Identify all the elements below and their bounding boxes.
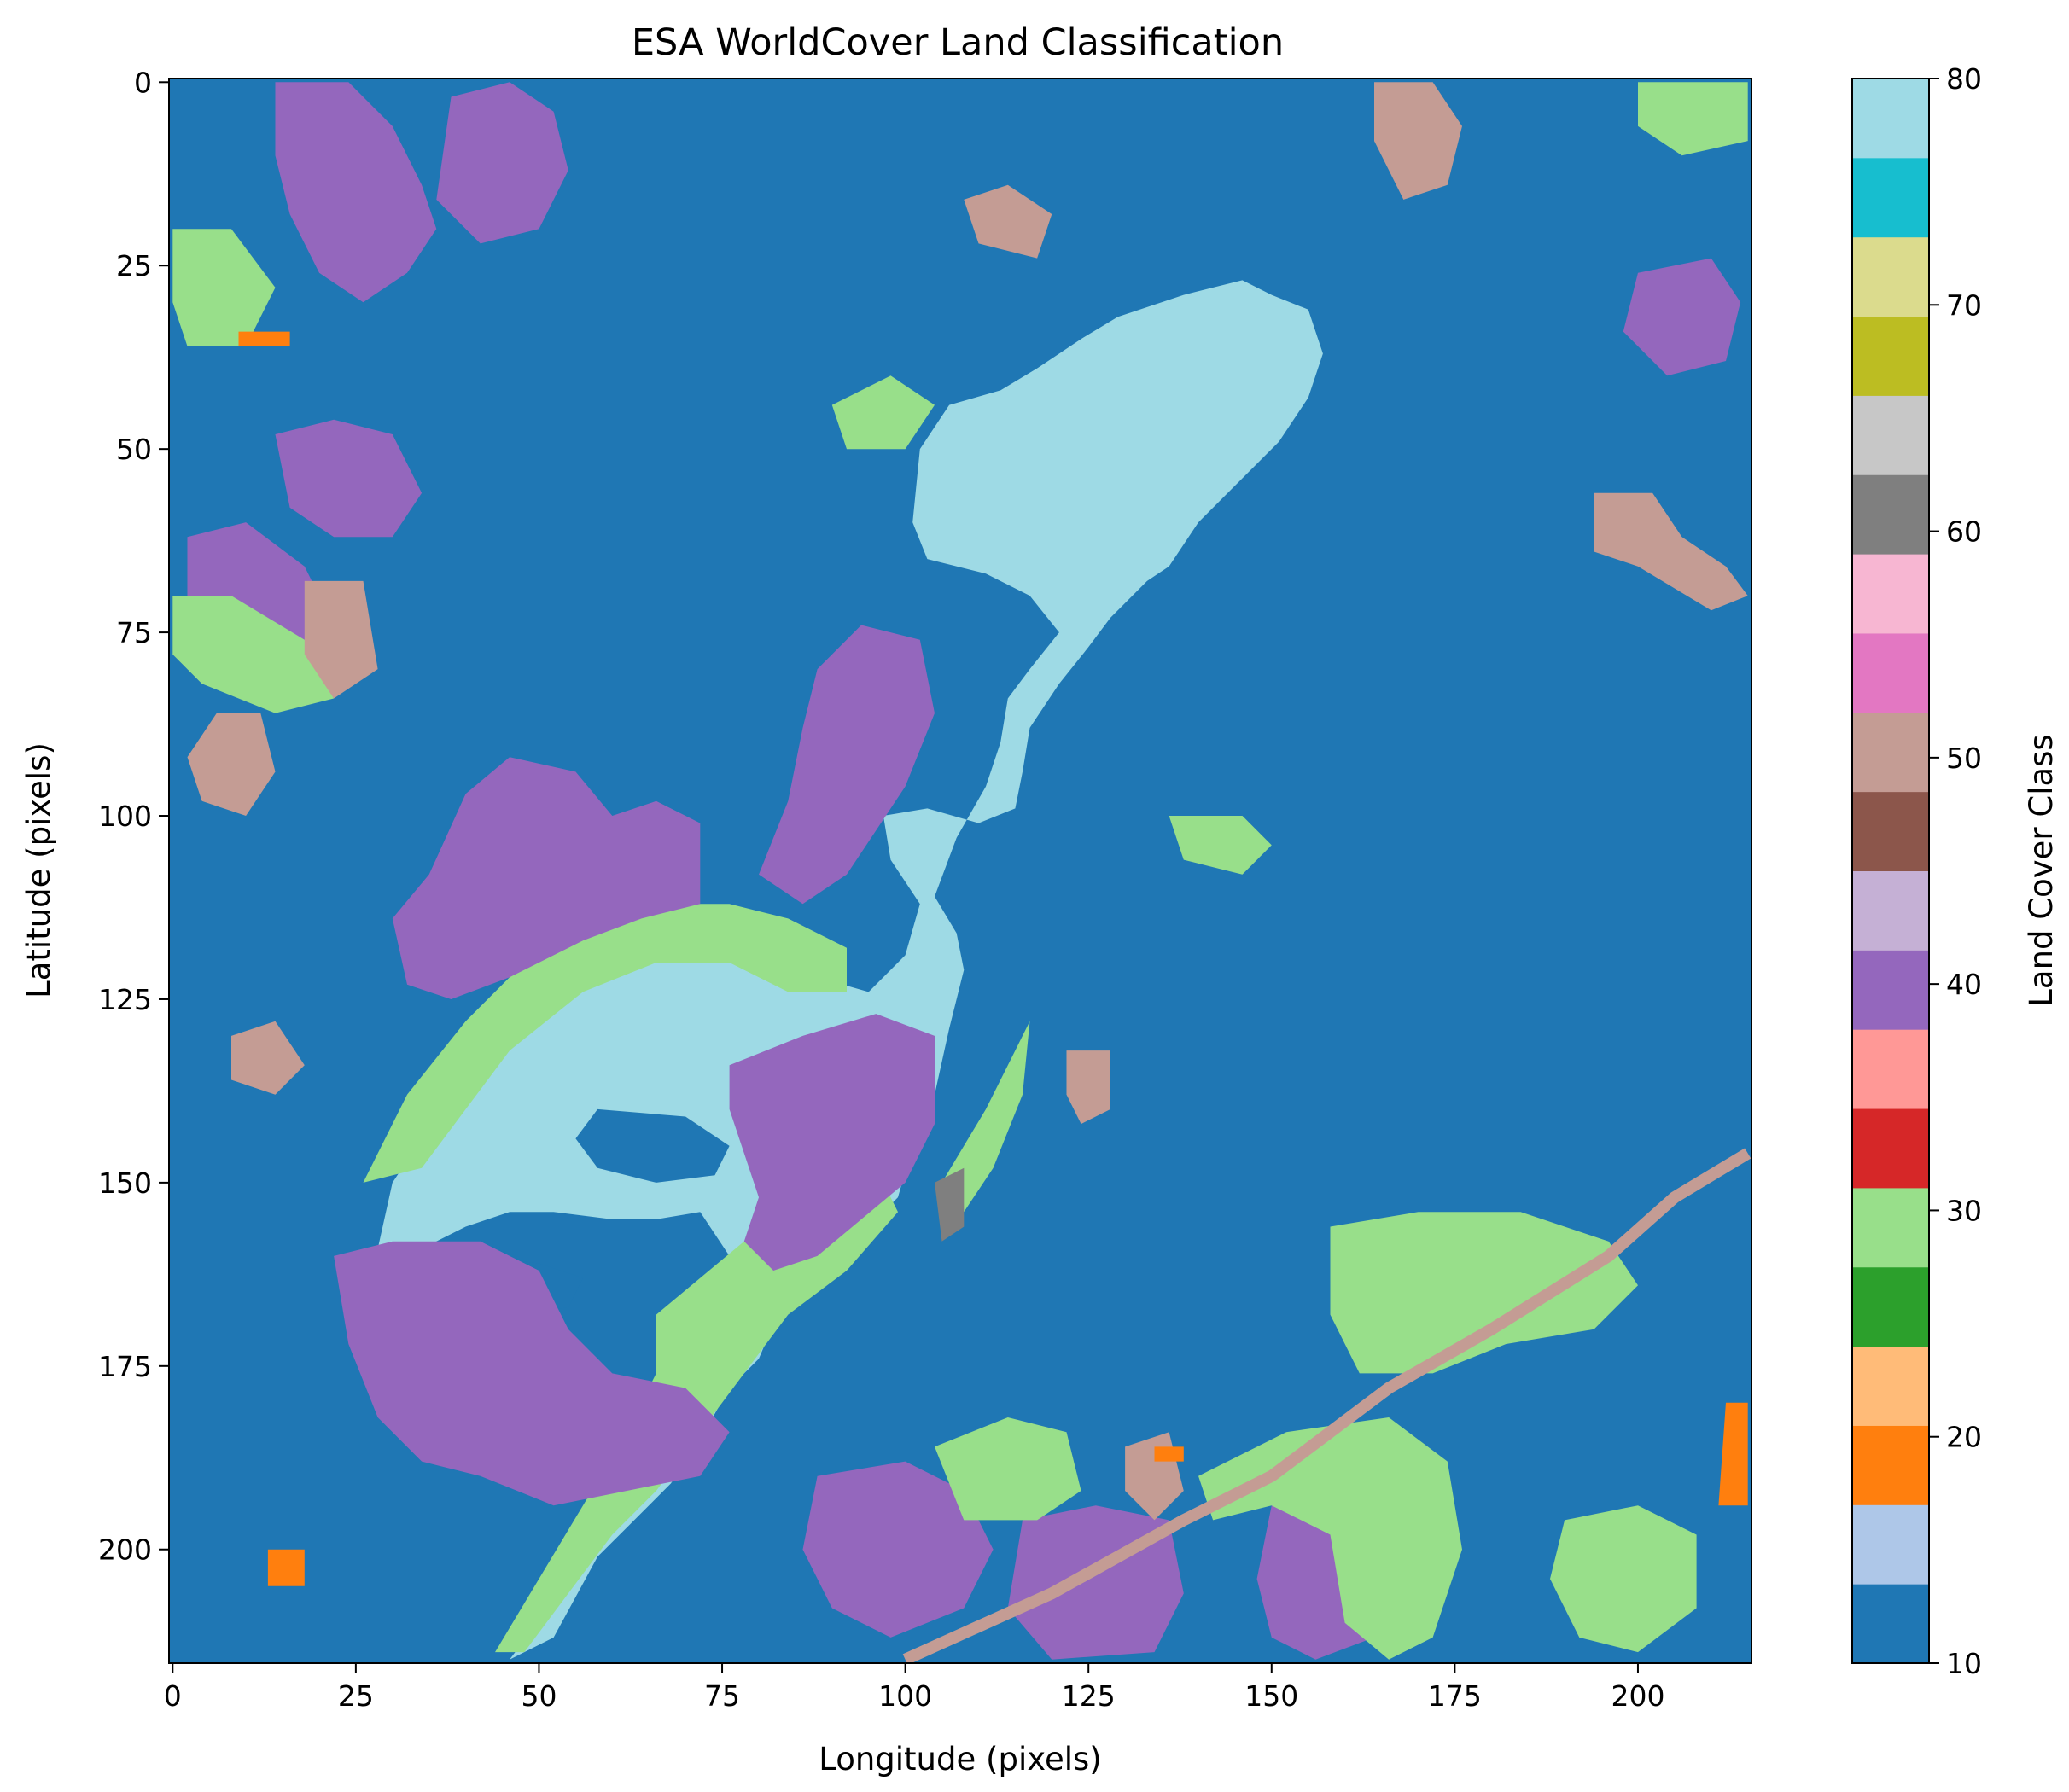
x-tick-label-150: 150 bbox=[1244, 1679, 1298, 1713]
region-class-50-30 bbox=[187, 713, 276, 816]
linear-feature-class-50-0 bbox=[902, 1148, 1751, 1663]
x-tick-label-0: 0 bbox=[164, 1679, 182, 1713]
colorbar-frame bbox=[1851, 78, 1930, 1664]
colorbar-band-6 bbox=[1852, 1108, 1929, 1189]
y-tick-label-200: 200 bbox=[98, 1533, 152, 1567]
colorbar-band-19 bbox=[1852, 79, 1929, 159]
y-tick-label-50: 50 bbox=[116, 433, 152, 466]
colorbar-band-9 bbox=[1852, 870, 1929, 951]
y-tick-label-75: 75 bbox=[116, 616, 152, 649]
colorbar-band-1 bbox=[1852, 1504, 1929, 1585]
region-class-30-21 bbox=[1550, 1505, 1697, 1653]
colorbar-tick-label-10: 10 bbox=[1946, 1647, 1982, 1680]
colorbar-band-17 bbox=[1852, 236, 1929, 317]
region-class-30-18 bbox=[1330, 1212, 1638, 1374]
region-class-30-4 bbox=[941, 1021, 1030, 1213]
colorbar-band-13 bbox=[1852, 554, 1929, 634]
region-class-30-23 bbox=[172, 229, 276, 346]
land-cover-regions bbox=[172, 82, 1751, 1663]
x-tick-label-50: 50 bbox=[521, 1679, 557, 1713]
region-class-50-32 bbox=[231, 1021, 305, 1095]
region-class-40-9 bbox=[334, 1241, 730, 1506]
colorbar-band-7 bbox=[1852, 1029, 1929, 1109]
x-tick-label-100: 100 bbox=[878, 1679, 932, 1713]
colorbar-tick-label-70: 70 bbox=[1946, 288, 1982, 322]
region-class-30-24 bbox=[172, 596, 335, 713]
y-tick-label-0: 0 bbox=[134, 66, 152, 99]
colorbar-band-14 bbox=[1852, 474, 1929, 555]
colorbar-tick-label-40: 40 bbox=[1946, 968, 1982, 1001]
region-class-40-6 bbox=[392, 757, 701, 999]
region-class-30-3 bbox=[363, 904, 847, 1183]
region-class-80-0 bbox=[377, 280, 1323, 1660]
colorbar-band-4 bbox=[1852, 1266, 1929, 1347]
region-class-40-13 bbox=[275, 419, 423, 538]
y-tick-label-175: 175 bbox=[98, 1350, 152, 1383]
region-class-30-25 bbox=[831, 375, 935, 450]
colorbar-band-8 bbox=[1852, 950, 1929, 1030]
region-class-20-37 bbox=[1718, 1402, 1748, 1506]
y-axis-label: Latitude (pixels) bbox=[20, 742, 57, 998]
colorbar-bands bbox=[1852, 79, 1929, 1664]
region-class-30-26 bbox=[1169, 816, 1272, 875]
region-class-50-27 bbox=[964, 184, 1052, 259]
chart-title: ESA WorldCover Land Classification bbox=[632, 21, 1284, 64]
colorbar-band-11 bbox=[1852, 712, 1929, 793]
region-class-30-20 bbox=[935, 1417, 1081, 1521]
region-class-50-34 bbox=[1066, 1050, 1110, 1125]
x-axis: 0 25 50 75 100 125 150 175 200 bbox=[164, 1663, 1664, 1713]
colorbar-tick-label-60: 60 bbox=[1946, 515, 1982, 549]
region-class-20-35 bbox=[238, 331, 290, 346]
region-class-40-17 bbox=[1623, 258, 1741, 376]
colorbar-band-2 bbox=[1852, 1425, 1929, 1505]
region-class-40-8 bbox=[729, 1014, 935, 1271]
region-class-50-28 bbox=[1374, 82, 1462, 200]
colorbar-tick-label-30: 30 bbox=[1946, 1194, 1982, 1227]
region-class-40-15 bbox=[802, 1461, 994, 1638]
region-class-10-1 bbox=[575, 1108, 730, 1183]
x-axis-label: Longitude (pixels) bbox=[819, 1741, 1102, 1777]
colorbar-band-16 bbox=[1852, 316, 1929, 396]
colorbar-band-0 bbox=[1852, 1584, 1929, 1664]
colorbar-band-3 bbox=[1852, 1346, 1929, 1426]
colorbar-band-15 bbox=[1852, 395, 1929, 475]
region-class-60-39 bbox=[935, 1167, 965, 1242]
y-tick-label-100: 100 bbox=[98, 800, 152, 833]
x-tick-label-125: 125 bbox=[1062, 1679, 1116, 1713]
region-class-40-11 bbox=[436, 82, 568, 244]
x-tick-label-200: 200 bbox=[1611, 1679, 1664, 1713]
region-class-30-22 bbox=[1638, 82, 1748, 156]
colorbar-tick-label-20: 20 bbox=[1946, 1421, 1982, 1454]
region-class-20-38 bbox=[1154, 1446, 1184, 1462]
region-class-40-7 bbox=[759, 625, 935, 905]
plot-area bbox=[168, 78, 1752, 1664]
region-class-20-36 bbox=[267, 1549, 305, 1586]
y-tick-label-25: 25 bbox=[116, 249, 152, 282]
colorbar-band-5 bbox=[1852, 1187, 1929, 1268]
x-tick-label-175: 175 bbox=[1428, 1679, 1482, 1713]
colorbar-band-10 bbox=[1852, 791, 1929, 871]
colorbar-label: Land Cover Class bbox=[2023, 734, 2060, 1006]
colorbar-band-18 bbox=[1852, 157, 1929, 238]
plot-frame bbox=[168, 78, 1752, 1664]
x-tick-label-25: 25 bbox=[338, 1679, 374, 1713]
y-axis: 0 25 50 75 100 125 150 175 200 bbox=[98, 66, 169, 1567]
colorbar: 10 20 30 40 50 60 70 80 Land Cover Class bbox=[1851, 62, 2060, 1680]
y-tick-label-125: 125 bbox=[98, 983, 152, 1016]
colorbar-tick-label-80: 80 bbox=[1946, 62, 1982, 96]
colorbar-band-12 bbox=[1852, 632, 1929, 713]
colorbar-ticks: 10 20 30 40 50 60 70 80 bbox=[1929, 62, 1982, 1680]
y-tick-label-150: 150 bbox=[98, 1167, 152, 1200]
region-class-50-29 bbox=[1594, 492, 1748, 611]
region-class-40-10 bbox=[275, 82, 437, 303]
colorbar-tick-label-50: 50 bbox=[1946, 742, 1982, 775]
x-tick-label-75: 75 bbox=[704, 1679, 740, 1713]
region-class-50-31 bbox=[304, 580, 378, 699]
